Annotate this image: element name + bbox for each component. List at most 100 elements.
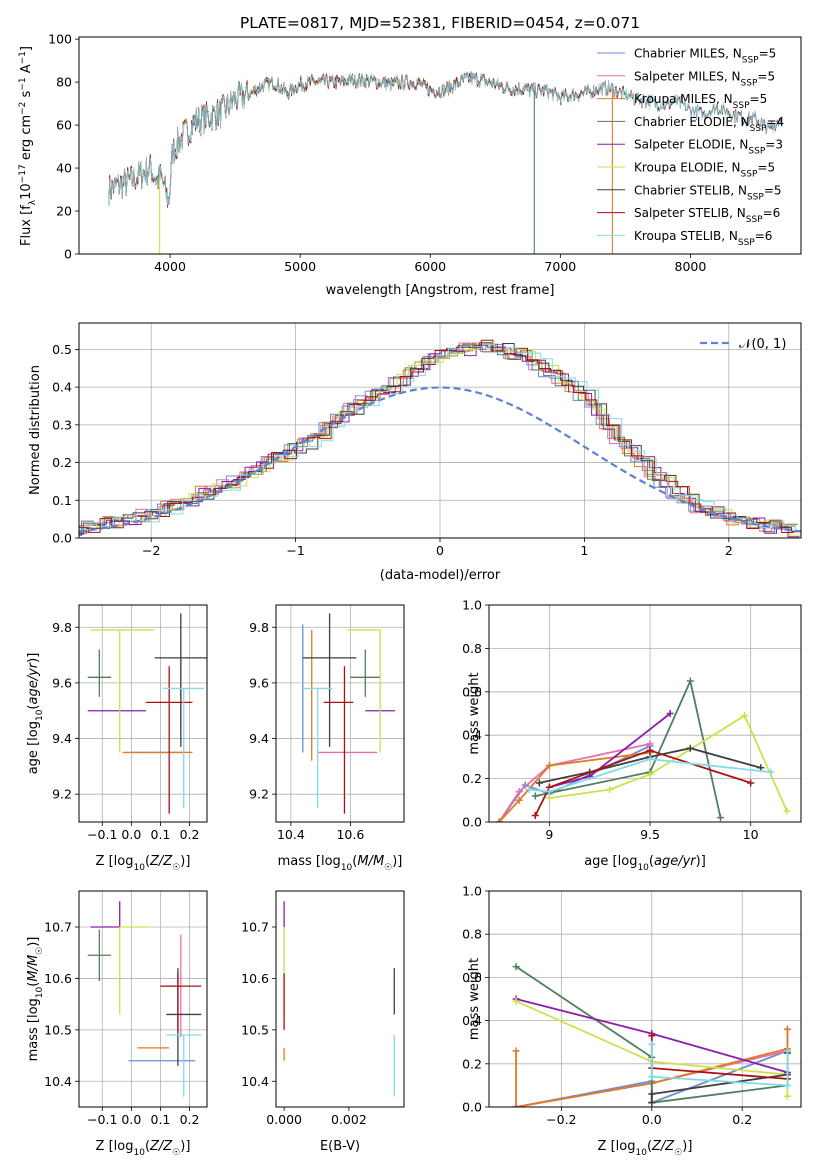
legend-label: Salpeter MILES, NSSP=5: [634, 69, 775, 88]
y-tick-label: 0.0: [462, 1100, 482, 1115]
y-tick-label: 9.2: [52, 787, 72, 802]
axes-frame: [488, 604, 802, 823]
weight-marker: [535, 779, 543, 787]
y-tick-label: 0.1: [52, 493, 72, 508]
x-tick-label: 6000: [414, 259, 446, 274]
axes-frame: [488, 890, 802, 1108]
weight-marker: [545, 762, 553, 770]
plot-area: [79, 891, 207, 1107]
axes-frame: [78, 604, 208, 823]
weight-marker: [512, 997, 520, 1005]
y-tick-label: 10.6: [44, 971, 72, 986]
y-tick-label: 0.8: [462, 641, 482, 656]
chart-age_vs_Z: −0.1 0.0 0.1 0.2 9.2 9.4 9.6 9.8 Z [log10(Z/Z☉)]…: [26, 604, 208, 873]
y-tick-label: 0.6: [462, 970, 482, 985]
histogram-series: [79, 343, 801, 538]
y-tick-label: 0.4: [462, 728, 482, 743]
plot-area: [489, 605, 801, 822]
x-tick-label: 0.2: [732, 1112, 752, 1127]
y-tick-label: 0.2: [462, 1056, 482, 1071]
y-tick-label: 1.0: [462, 884, 482, 899]
axes-frame: [78, 36, 802, 255]
y-tick-label: 60: [56, 118, 72, 133]
x-tick-label: −2: [142, 543, 160, 558]
x-axis-label: (data-model)/error: [380, 568, 501, 583]
weight-marker: [783, 1092, 791, 1100]
weight-marker: [648, 1032, 656, 1040]
y-axis-label: age [log10(age/yr)]: [26, 653, 45, 775]
weight-marker: [545, 788, 553, 796]
x-tick-label: 0.0: [642, 1112, 662, 1127]
x-tick-label: 5000: [284, 259, 316, 274]
x-tick-label: 0.0: [121, 1112, 141, 1127]
x-tick-label: 0.000: [266, 1112, 302, 1127]
x-tick-label: 0.0: [121, 827, 141, 842]
weight-marker: [512, 963, 520, 971]
weight-marker: [606, 785, 614, 793]
weight-marker: [646, 755, 654, 763]
weight-line: [535, 678, 722, 818]
y-axis-label: mass weight: [467, 672, 482, 754]
plot-area: [79, 323, 801, 538]
x-tick-label: 0.1: [151, 827, 171, 842]
x-tick-label: 8000: [675, 259, 707, 274]
chart-weight_vs_Z: −0.2 0.0 0.2 0.0 0.2 0.4 0.6 0.8 1.0 Z [log10(Z/Z…: [462, 884, 802, 1158]
y-tick-label: 0.3: [52, 417, 72, 432]
weight-line: [498, 751, 651, 822]
charts-group: 4000 5000 6000 7000 8000020406080100Chabrier…: [18, 32, 802, 1158]
weight-marker: [686, 677, 694, 685]
x-axis-label: age [log10(age/yr)]: [584, 854, 706, 873]
weight-marker: [747, 779, 755, 787]
x-tick-label: −1: [286, 543, 304, 558]
histogram-series: [79, 339, 801, 533]
y-tick-label: 20: [56, 204, 72, 219]
axes-frame: [275, 604, 405, 823]
spectrum-line: [108, 72, 535, 205]
weight-marker: [783, 1047, 791, 1055]
legend-label: Chabrier ELODIE, NSSP=4: [634, 115, 784, 134]
spectrum-line: [108, 72, 782, 206]
y-axis-label: mass weight: [467, 958, 482, 1040]
y-tick-label: 9.4: [249, 731, 269, 746]
y-tick-label: 40: [56, 161, 72, 176]
weight-marker: [741, 712, 749, 720]
plot-area: [283, 901, 395, 1097]
y-tick-label: 0.2: [462, 771, 482, 786]
axes-frame: [78, 322, 802, 539]
spectrum-line: [108, 71, 535, 206]
y-tick-label: 0: [64, 247, 72, 262]
y-tick-label: 80: [56, 75, 72, 90]
weight-marker: [512, 1047, 520, 1055]
y-tick-label: 10.4: [44, 1074, 72, 1089]
chart-age_vs_mass: 10.4 10.6 9.2 9.4 9.6 9.8 mass [log10(M/M☉)]: [249, 604, 405, 873]
x-tick-label: −0.2: [546, 1112, 576, 1127]
x-tick-label: 0: [436, 543, 444, 558]
y-tick-label: 0.8: [462, 927, 482, 942]
chart-mass_vs_ebv: 0.000 0.002 10.4 10.5 10.6 10.7 E(B-V): [241, 890, 405, 1154]
x-tick-label: 0.2: [180, 1112, 200, 1127]
y-tick-label: 0.4: [52, 380, 72, 395]
x-tick-label: 0.002: [331, 1112, 367, 1127]
legend-label: 𝒩(0, 1): [739, 337, 786, 352]
weight-line: [534, 749, 751, 816]
y-tick-label: 9.6: [249, 675, 269, 690]
x-tick-label: 0.1: [151, 1112, 171, 1127]
x-tick-label: 9.5: [640, 827, 660, 842]
normal-curve: [79, 386, 801, 533]
weight-marker: [515, 796, 523, 804]
spectrum-line: [108, 72, 535, 208]
axes-frame: [275, 890, 405, 1108]
legend-label: Kroupa ELODIE, NSSP=5: [634, 161, 775, 180]
legend-label: Salpeter ELODIE, NSSP=3: [634, 138, 783, 157]
y-axis-label: Normed distribution: [28, 365, 43, 495]
y-tick-label: 0.2: [52, 455, 72, 470]
weight-marker: [512, 1103, 520, 1107]
y-tick-label: 10.4: [241, 1074, 269, 1089]
x-tick-label: 10.6: [336, 827, 364, 842]
plot-area: [108, 71, 782, 254]
y-tick-label: 0.0: [52, 531, 72, 546]
weight-marker: [495, 818, 503, 822]
y-tick-label: 9.2: [249, 787, 269, 802]
weight-marker: [783, 807, 791, 815]
